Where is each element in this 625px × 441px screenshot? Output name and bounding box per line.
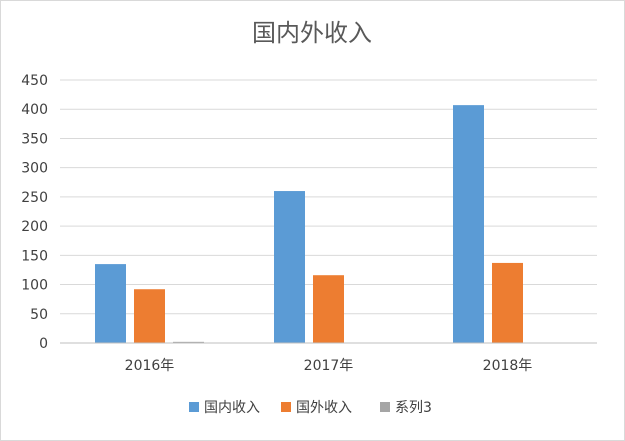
x-axis-category-labels: 2016年 2017年 2018年	[125, 358, 533, 374]
y-axis-tick-labels: 0 50 100 150 200 250 300 350 400 450	[21, 73, 48, 352]
y-tick-label: 350	[21, 131, 48, 147]
legend-swatch	[380, 402, 390, 412]
bar-2-3	[492, 262, 523, 343]
y-tick-label: 0	[39, 336, 48, 352]
legend-label: 国内收入	[204, 400, 260, 416]
legend: 国内收入 国外收入 系列3	[189, 400, 432, 416]
x-category-label: 2017年	[304, 358, 354, 374]
y-tick-label: 100	[21, 278, 48, 294]
y-tick-label: 50	[30, 307, 48, 323]
legend-swatch	[281, 402, 291, 412]
y-tick-label: 250	[21, 190, 48, 206]
bars	[95, 105, 523, 344]
chart-title: 国内外收入	[252, 19, 372, 47]
bar-1-2	[274, 191, 305, 343]
bar-2-1	[134, 289, 165, 343]
legend-label: 系列3	[395, 400, 432, 416]
y-tick-label: 450	[21, 73, 48, 89]
bar-3-1	[173, 341, 204, 343]
y-tick-label: 200	[21, 219, 48, 235]
x-category-label: 2016年	[125, 358, 175, 374]
bar-1-1	[95, 264, 126, 343]
y-tick-label: 150	[21, 248, 48, 264]
legend-label: 国外收入	[296, 400, 352, 416]
bar-2-2	[313, 275, 344, 343]
y-tick-label: 300	[21, 161, 48, 177]
x-category-label: 2018年	[483, 358, 533, 374]
y-tick-label: 400	[21, 102, 48, 118]
gridlines	[60, 79, 597, 315]
legend-swatch	[189, 402, 199, 412]
bar-1-3	[453, 105, 484, 344]
